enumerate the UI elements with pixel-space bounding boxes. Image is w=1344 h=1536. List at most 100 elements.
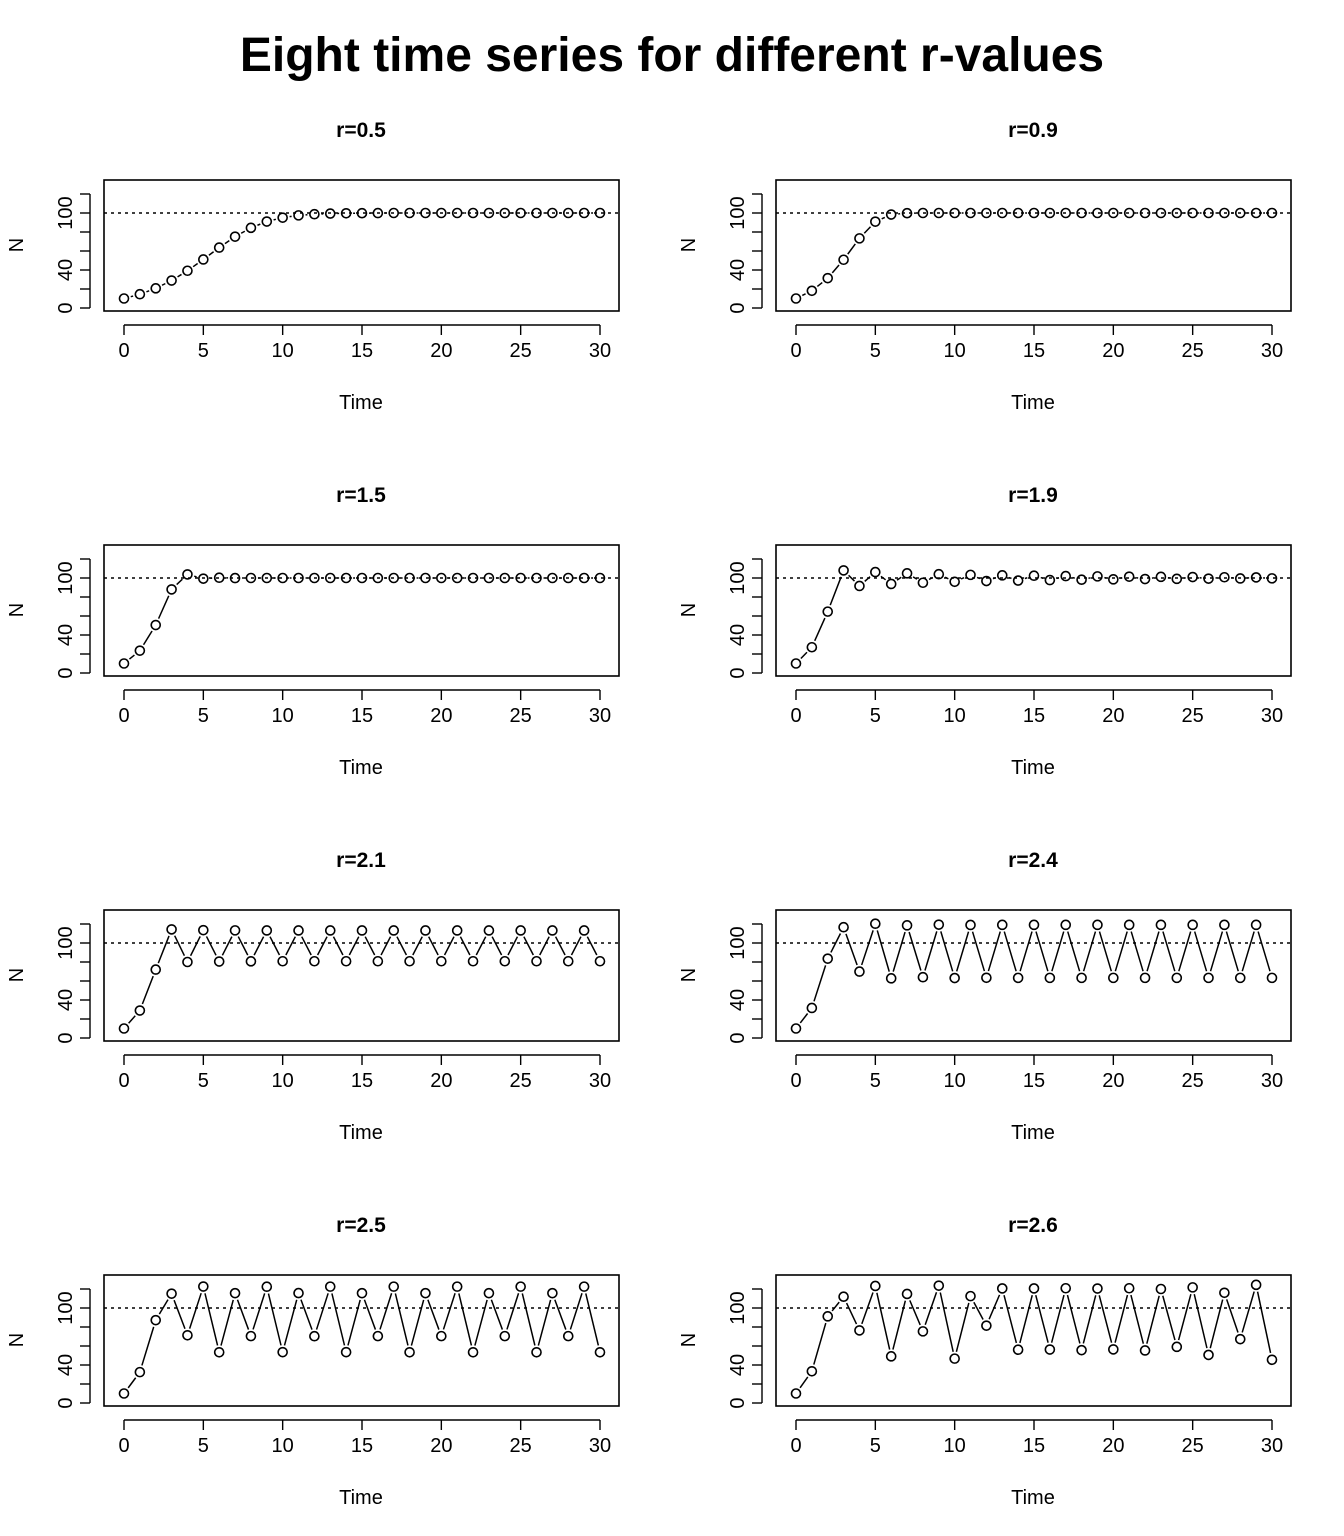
data-point xyxy=(515,925,526,936)
data-point xyxy=(1266,573,1278,584)
series-segment xyxy=(521,1293,536,1346)
data-point xyxy=(1139,207,1151,219)
x-tick-label: 5 xyxy=(198,340,209,362)
series-segment xyxy=(194,575,197,578)
series-segment xyxy=(987,931,1001,972)
data-point xyxy=(1203,573,1214,584)
data-point xyxy=(404,207,415,219)
y-tick-label: 40 xyxy=(727,1354,749,1376)
data-point xyxy=(515,1281,526,1292)
x-axis-label: Time xyxy=(339,757,383,779)
series-segment xyxy=(173,1299,186,1329)
data-point xyxy=(917,971,929,983)
x-axis-label: Time xyxy=(1011,392,1055,414)
series-segment xyxy=(1225,1299,1239,1333)
data-point xyxy=(436,572,447,584)
series-segment xyxy=(1056,577,1060,580)
data-point xyxy=(166,584,177,595)
data-point xyxy=(1108,1344,1119,1355)
data-point xyxy=(483,572,495,584)
data-point xyxy=(134,645,146,656)
series-segment xyxy=(161,282,166,286)
y-tick-label: 40 xyxy=(55,989,77,1011)
y-tick-label: 0 xyxy=(55,1397,77,1408)
series-segment xyxy=(380,936,392,956)
series-segment xyxy=(876,1292,891,1350)
data-point xyxy=(965,207,976,219)
data-point xyxy=(150,964,162,975)
series-segment xyxy=(128,654,135,660)
data-point xyxy=(1108,972,1119,984)
x-tick-label: 0 xyxy=(118,1070,129,1092)
data-point xyxy=(917,1326,929,1337)
series-segment xyxy=(237,936,249,956)
panel: r=1.5 0 40 100 0 5 10 15 20 25 30 Time N xyxy=(6,484,620,779)
data-point xyxy=(277,212,288,223)
data-point xyxy=(150,283,162,294)
series-segment xyxy=(208,251,215,256)
data-point xyxy=(118,293,130,304)
data-point xyxy=(1266,207,1278,219)
plot-frame xyxy=(775,909,1292,1042)
data-point xyxy=(547,1287,558,1299)
data-point xyxy=(277,1346,288,1358)
series-segment xyxy=(192,262,199,268)
series-segment xyxy=(988,1294,1001,1320)
series-segment xyxy=(1114,1294,1129,1343)
series-segment xyxy=(332,936,344,956)
data-point xyxy=(340,955,352,967)
x-tick-label: 20 xyxy=(430,1435,452,1457)
series-segment xyxy=(831,264,840,274)
x-tick-label: 10 xyxy=(272,340,294,362)
series-segment xyxy=(188,1292,202,1329)
data-point xyxy=(854,966,865,977)
data-point xyxy=(372,207,384,219)
data-point xyxy=(1076,207,1087,219)
data-point xyxy=(822,953,834,964)
data-point xyxy=(838,565,849,576)
x-tick-label: 0 xyxy=(118,340,129,362)
y-tick-label: 40 xyxy=(727,259,749,281)
series-segment xyxy=(799,1013,809,1024)
data-point xyxy=(1012,207,1024,219)
series-segment xyxy=(1162,1295,1176,1341)
data-point xyxy=(150,1314,162,1326)
plot-frame xyxy=(775,544,1292,677)
panel-title: r=2.5 xyxy=(336,1214,386,1237)
data-point xyxy=(261,925,273,936)
series-segment xyxy=(892,931,906,972)
data-point xyxy=(547,207,558,219)
data-point xyxy=(277,572,288,584)
panel: r=0.5 0 40 100 0 5 10 15 20 25 30 Time N xyxy=(6,119,620,414)
x-axis-label: Time xyxy=(1011,1122,1055,1144)
y-tick-label: 0 xyxy=(55,667,77,678)
series-segment xyxy=(173,935,186,957)
data-point xyxy=(531,572,542,584)
series-segment xyxy=(960,576,965,580)
y-tick-label: 0 xyxy=(727,1397,749,1408)
data-point xyxy=(420,572,431,584)
data-point xyxy=(293,1287,304,1299)
x-tick-label: 30 xyxy=(1261,1070,1283,1092)
series-segment xyxy=(955,931,970,972)
series-segment xyxy=(236,1299,250,1330)
data-point xyxy=(901,207,913,219)
data-point xyxy=(1171,972,1183,984)
x-tick-label: 0 xyxy=(790,340,801,362)
series-segment xyxy=(176,578,183,586)
data-point xyxy=(229,572,241,584)
data-point xyxy=(1187,919,1198,931)
data-point xyxy=(1203,1349,1214,1361)
data-point xyxy=(547,572,558,584)
series-segment xyxy=(1040,576,1044,579)
series-segment xyxy=(396,936,408,956)
data-point xyxy=(499,207,511,219)
data-point xyxy=(372,1330,384,1342)
data-point xyxy=(949,207,960,219)
data-point xyxy=(1123,207,1135,219)
series-segment xyxy=(1066,1294,1081,1344)
series-segment xyxy=(1019,931,1033,972)
y-axis-label: N xyxy=(6,1333,28,1347)
data-point xyxy=(467,207,479,219)
x-tick-label: 10 xyxy=(272,705,294,727)
